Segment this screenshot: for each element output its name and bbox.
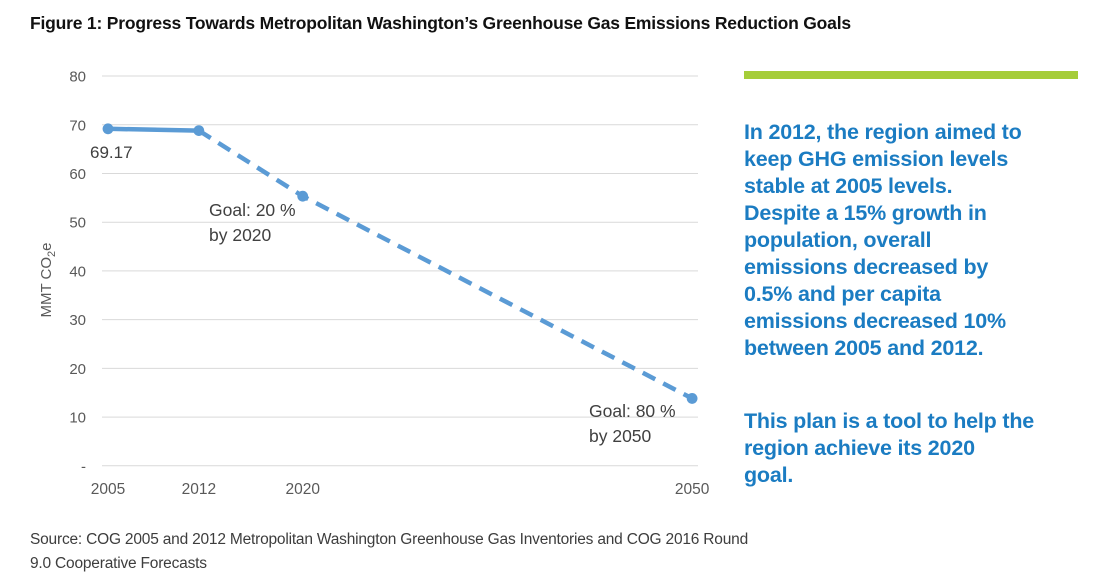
y-axis-label: MMT CO2e [38, 242, 58, 318]
y-tick-label: 50 [69, 215, 86, 232]
series-line-dashed-projection [197, 128, 694, 401]
series-line-solid [105, 126, 202, 133]
data-point-marker [297, 190, 309, 202]
callout-paragraph-2: This plan is a tool to help the region a… [744, 409, 1035, 487]
annotation-goal-2050: Goal: 80 % by 2050 [589, 401, 676, 446]
source-note: Source: COG 2005 and 2012 Metropolitan W… [30, 531, 748, 572]
x-tick-label: 2050 [675, 481, 710, 498]
callout-text: In 2012, the region aimed to keep GHG em… [744, 92, 1092, 516]
y-tick-label: - [81, 458, 86, 475]
x-tick-label: 2020 [285, 481, 320, 498]
y-tick-label: 20 [69, 361, 86, 378]
y-tick-label: 10 [69, 410, 86, 427]
data-point-marker [193, 125, 205, 137]
data-point-marker [102, 123, 114, 135]
callout-panel: In 2012, the region aimed to keep GHG em… [744, 71, 1092, 516]
figure-title: Figure 1: Progress Towards Metropolitan … [30, 13, 851, 33]
emissions-line-chart: 80 70 60 50 40 30 20 10 -2005 2012 2020 2050 MMT CO… [30, 60, 740, 510]
y-tick-label: 40 [69, 263, 86, 280]
annotation-first-point-value: 69.17 [90, 143, 133, 162]
y-tick-label: 70 [69, 117, 86, 134]
y-tick-label: 30 [69, 312, 86, 329]
x-tick-label: 2012 [182, 481, 216, 498]
chart-svg: 80 70 60 50 40 30 20 10 -2005 2012 2020 2050 [69, 69, 710, 498]
x-tick-label: 2005 [91, 481, 125, 498]
callout-paragraph-1: In 2012, the region aimed to keep GHG em… [744, 120, 1022, 360]
annotation-goal-2020: Goal: 20 % by 2020 [209, 200, 296, 245]
green-accent-bar [744, 71, 1078, 79]
data-point-marker [686, 393, 698, 404]
y-tick-label: 60 [69, 166, 86, 183]
y-tick-label: 80 [69, 69, 86, 86]
